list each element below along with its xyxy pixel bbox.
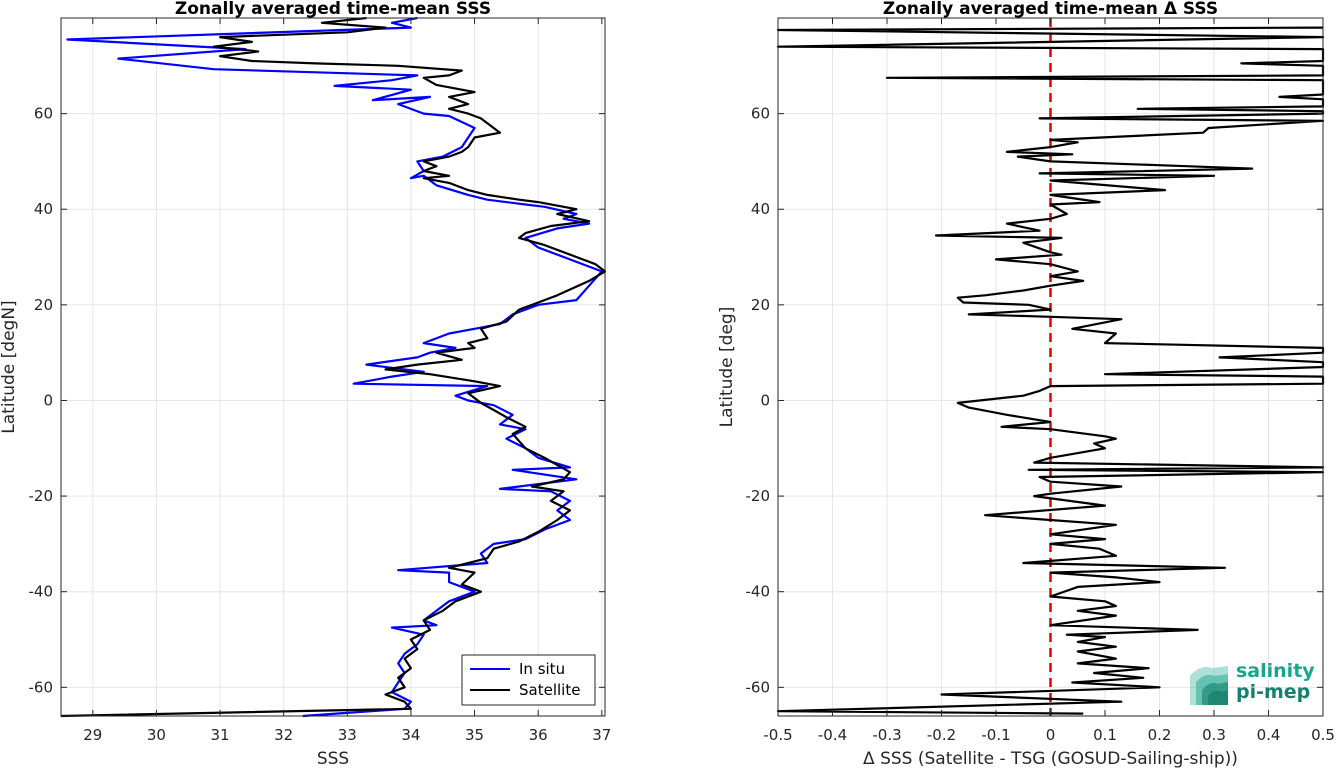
legend-insitu-label: In situ [519,660,565,678]
delta-ticks: -0.5 -0.4 -0.3 -0.2 -0.1 0 0.1 0.2 0.3 0.4 0.5 -60 -… [746,18,1335,744]
logo-wave-icon [1190,666,1228,705]
legend: In situ Satellite [461,654,596,706]
y-tick-label: 20 [34,296,53,314]
x-tick-label: 37 [592,726,611,744]
y-tick-label: 0 [43,391,53,409]
x-tick-label: -0.5 [763,726,792,744]
x-tick-label: 0 [1046,726,1056,744]
x-tick-label: 36 [529,726,548,744]
x-tick-label: 35 [465,726,484,744]
legend-box [461,654,596,706]
sss-x-axis-label: SSS [317,749,349,769]
x-tick-label: -0.3 [872,726,901,744]
y-tick-label: -40 [29,583,54,601]
sss-chart-title: Zonally averaged time-mean SSS [175,0,491,19]
y-tick-label: 20 [751,296,770,314]
x-tick-label: -0.4 [818,726,847,744]
y-tick-label: 60 [34,105,53,123]
logo-text-salinity: salinity [1236,660,1315,682]
x-tick-label: 34 [401,726,420,744]
x-tick-label: 31 [211,726,230,744]
x-tick-label: 0.3 [1202,726,1226,744]
x-tick-label: 32 [274,726,293,744]
x-tick-label: 0.5 [1311,726,1335,744]
x-tick-label: 0.1 [1093,726,1117,744]
x-tick-label: 29 [83,726,102,744]
sss-series-lines [60,16,607,718]
y-tick-label: 0 [760,391,770,409]
x-tick-label: 30 [147,726,166,744]
x-tick-label: -0.1 [981,726,1010,744]
salinity-pi-mep-logo: salinity pi-mep [1190,660,1315,705]
y-tick-label: 40 [751,200,770,218]
sss-panel: 29 30 31 32 33 34 35 36 37 -60 -40 -20 0 20 40 60 Zonal… [0,0,611,769]
x-tick-label: 0.2 [1148,726,1172,744]
x-tick-label: -0.2 [927,726,956,744]
series-line-in-situ [66,16,603,718]
delta-chart-title: Zonally averaged time-mean Δ SSS [883,0,1218,19]
y-tick-label: -60 [29,678,54,696]
delta-x-axis-label: Δ SSS (Satellite - TSG (GOSUD-Sailing-sh… [863,749,1238,769]
x-tick-label: 33 [338,726,357,744]
y-tick-label: -20 [746,487,771,505]
legend-satellite-label: Satellite [519,681,580,699]
y-tick-label: -60 [746,678,771,696]
logo-text-pi-mep: pi-mep [1236,681,1310,703]
sss-ticks: 29 30 31 32 33 34 35 36 37 -60 -40 -20 0 20 40 60 [29,18,611,744]
sss-axes-frame [60,17,606,717]
y-tick-label: 60 [751,105,770,123]
delta-sss-panel: -0.5 -0.4 -0.3 -0.2 -0.1 0 0.1 0.2 0.3 0.4 0.5 -60 -… [717,0,1335,769]
sss-y-axis-label: Latitude [degN] [0,300,19,433]
y-tick-label: -20 [29,487,54,505]
series-line-satellite [60,16,607,718]
x-tick-label: 0.4 [1257,726,1281,744]
y-tick-label: -40 [746,583,771,601]
delta-y-axis-label: Latitude [deg] [717,307,737,428]
y-tick-label: 40 [34,200,53,218]
